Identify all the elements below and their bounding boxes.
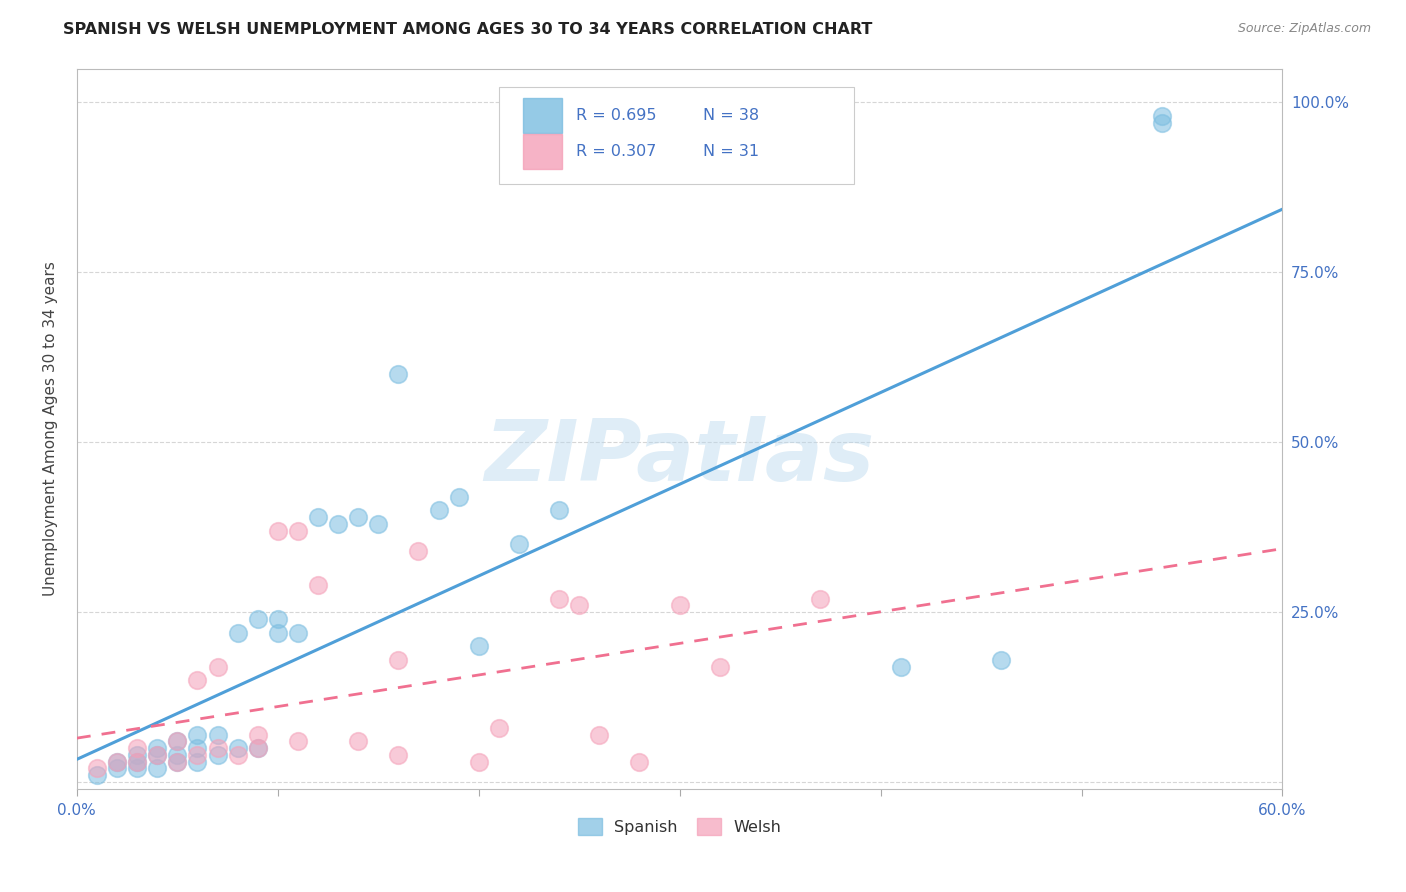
- Point: [287, 524, 309, 538]
- Point: [105, 755, 128, 769]
- Point: [207, 659, 229, 673]
- Point: [246, 727, 269, 741]
- Legend: Spanish, Welsh: Spanish, Welsh: [578, 818, 782, 835]
- Point: [166, 734, 188, 748]
- Point: [808, 591, 831, 606]
- Bar: [523, 98, 561, 133]
- Point: [127, 755, 149, 769]
- Point: [347, 510, 370, 524]
- Point: [890, 659, 912, 673]
- Bar: [523, 134, 561, 169]
- Point: [467, 755, 489, 769]
- Point: [387, 368, 409, 382]
- Point: [508, 537, 530, 551]
- Point: [207, 727, 229, 741]
- Point: [226, 741, 249, 756]
- Point: [548, 503, 571, 517]
- Point: [267, 612, 290, 626]
- Text: SPANISH VS WELSH UNEMPLOYMENT AMONG AGES 30 TO 34 YEARS CORRELATION CHART: SPANISH VS WELSH UNEMPLOYMENT AMONG AGES…: [63, 22, 873, 37]
- Point: [86, 762, 108, 776]
- Y-axis label: Unemployment Among Ages 30 to 34 years: Unemployment Among Ages 30 to 34 years: [44, 261, 58, 596]
- Point: [226, 625, 249, 640]
- Text: N = 31: N = 31: [703, 144, 759, 159]
- Point: [990, 653, 1012, 667]
- Point: [105, 762, 128, 776]
- Point: [307, 510, 329, 524]
- Point: [367, 516, 389, 531]
- Point: [668, 599, 690, 613]
- Point: [146, 747, 169, 762]
- Point: [186, 741, 208, 756]
- Point: [207, 747, 229, 762]
- Point: [287, 625, 309, 640]
- Point: [488, 721, 510, 735]
- Text: R = 0.307: R = 0.307: [576, 144, 657, 159]
- Point: [709, 659, 731, 673]
- Text: Source: ZipAtlas.com: Source: ZipAtlas.com: [1237, 22, 1371, 36]
- Point: [207, 741, 229, 756]
- Point: [186, 755, 208, 769]
- Point: [166, 734, 188, 748]
- Point: [127, 741, 149, 756]
- Text: N = 38: N = 38: [703, 108, 759, 123]
- Point: [127, 747, 149, 762]
- Point: [186, 673, 208, 687]
- Point: [127, 755, 149, 769]
- Point: [226, 747, 249, 762]
- Point: [568, 599, 591, 613]
- Point: [186, 747, 208, 762]
- Point: [267, 524, 290, 538]
- Point: [146, 747, 169, 762]
- Point: [246, 612, 269, 626]
- Point: [186, 727, 208, 741]
- Point: [246, 741, 269, 756]
- FancyBboxPatch shape: [499, 87, 855, 184]
- Point: [127, 762, 149, 776]
- Point: [166, 747, 188, 762]
- Point: [326, 516, 349, 531]
- Point: [166, 755, 188, 769]
- Point: [1150, 109, 1173, 123]
- Point: [146, 762, 169, 776]
- Point: [146, 741, 169, 756]
- Point: [105, 755, 128, 769]
- Point: [1150, 116, 1173, 130]
- Point: [307, 578, 329, 592]
- Point: [588, 727, 610, 741]
- Text: ZIPatlas: ZIPatlas: [485, 416, 875, 499]
- Point: [427, 503, 450, 517]
- Point: [86, 768, 108, 782]
- Point: [267, 625, 290, 640]
- Point: [166, 755, 188, 769]
- Point: [408, 544, 430, 558]
- Text: R = 0.695: R = 0.695: [576, 108, 657, 123]
- Point: [347, 734, 370, 748]
- Point: [447, 490, 470, 504]
- Point: [246, 741, 269, 756]
- Point: [387, 747, 409, 762]
- Point: [548, 591, 571, 606]
- Point: [287, 734, 309, 748]
- Point: [628, 755, 651, 769]
- Point: [467, 639, 489, 653]
- Point: [387, 653, 409, 667]
